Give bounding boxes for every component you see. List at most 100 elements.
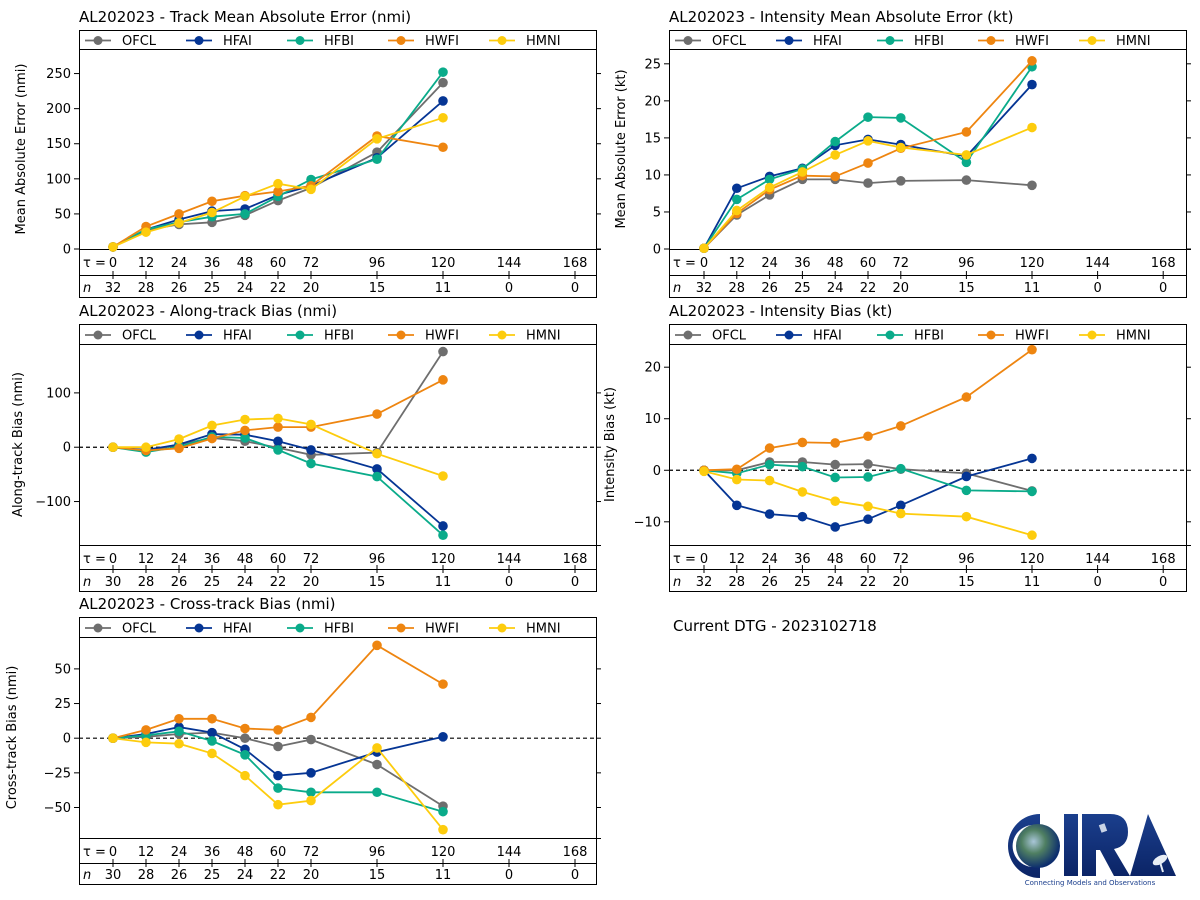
- series-hwfi: [108, 640, 448, 743]
- n-count-label: 24: [827, 281, 844, 296]
- tau-tick-label: 144: [1085, 552, 1110, 567]
- data-point: [764, 182, 775, 193]
- legend-marker: [497, 330, 507, 340]
- data-point: [240, 209, 250, 219]
- y-tick-label: 50: [54, 662, 71, 677]
- legend: OFCL HFAI HFBI HWFI HMNI: [85, 329, 561, 344]
- legend-label: OFCL: [122, 622, 157, 637]
- tau-tick-label: 12: [138, 552, 155, 567]
- n-count-label: 25: [204, 281, 221, 296]
- n-label: n: [83, 281, 91, 296]
- logo-letter-i: [1064, 814, 1078, 876]
- n-count-label: 22: [270, 281, 287, 296]
- tau-tick-label: 60: [270, 256, 287, 271]
- series-line: [112, 82, 444, 248]
- data-point: [732, 205, 742, 216]
- tau-tick-label: 36: [794, 552, 811, 567]
- data-point: [1027, 122, 1037, 133]
- data-point: [1027, 486, 1037, 497]
- data-point: [438, 732, 448, 742]
- legend-item-hfbi: HFBI: [287, 34, 354, 49]
- data-point: [306, 795, 316, 806]
- y-tick-label: 20: [644, 94, 661, 109]
- n-count-label: 0: [505, 281, 513, 296]
- n-count-label: 24: [237, 281, 254, 296]
- data-point: [830, 472, 840, 483]
- n-count-label: 32: [105, 281, 122, 296]
- tau-tick-label: 24: [171, 256, 188, 271]
- data-point: [174, 726, 184, 737]
- n-row: n 30 28 26 25 24 22 20 15 11 0 0: [83, 868, 579, 883]
- legend-item-hwfi: HWFI: [388, 34, 459, 49]
- y-tick-label: −50: [44, 801, 71, 816]
- data-point: [273, 413, 283, 424]
- n-count-label: 22: [860, 575, 877, 590]
- data-point: [438, 67, 448, 77]
- legend-item-hfbi: HFBI: [877, 34, 944, 49]
- n-count-label: 0: [1093, 575, 1101, 590]
- data-point: [207, 713, 217, 724]
- tau-tick-label: 120: [431, 845, 456, 860]
- legend-label: HFBI: [324, 622, 354, 637]
- y-axis: −10 0 10 20: [634, 361, 1191, 546]
- legend-marker: [986, 330, 996, 340]
- data-point: [174, 209, 184, 219]
- legend-label: HFBI: [324, 34, 354, 49]
- data-point: [961, 485, 972, 496]
- n-count-label: 0: [571, 575, 579, 590]
- n-count-label: 20: [893, 575, 910, 590]
- legend-item-hmni: HMNI: [1079, 34, 1151, 49]
- tau-tick-label: 168: [563, 256, 588, 271]
- n-count-label: 30: [105, 575, 122, 590]
- legend-marker: [93, 330, 103, 340]
- series-hfbi: [108, 67, 448, 252]
- tau-tick-label: 168: [563, 552, 588, 567]
- tau-tick-label: 0: [109, 845, 117, 860]
- data-point: [372, 134, 382, 144]
- n-count-label: 0: [1159, 575, 1167, 590]
- axes-frame: [79, 30, 597, 298]
- data-point: [830, 522, 840, 532]
- data-point: [240, 723, 250, 734]
- tau-tick-label: 72: [303, 256, 320, 271]
- y-tick-label: 10: [644, 168, 661, 183]
- data-point: [830, 150, 840, 160]
- legend-label: HFAI: [223, 329, 252, 344]
- legend-item-hmni: HMNI: [489, 34, 561, 49]
- data-point: [438, 375, 448, 385]
- y-tick-label: 200: [46, 102, 71, 117]
- y-tick-label: 10: [644, 412, 661, 427]
- data-point: [240, 433, 250, 443]
- tau-tick-label: 120: [431, 256, 456, 271]
- logo-letter-c: [1008, 814, 1060, 878]
- data-point: [896, 113, 906, 123]
- n-count-label: 22: [860, 281, 877, 296]
- data-point: [141, 227, 151, 237]
- legend-item-ofcl: OFCL: [85, 622, 157, 637]
- legend-marker: [497, 623, 507, 633]
- data-point: [207, 748, 217, 759]
- tau-tick-label: 0: [700, 552, 708, 567]
- data-point: [273, 186, 283, 197]
- data-point: [273, 436, 283, 447]
- legend-item-hwfi: HWFI: [978, 329, 1049, 344]
- data-point: [438, 96, 448, 106]
- tau-tick-label: 168: [563, 845, 588, 860]
- series-hmni: [699, 122, 1037, 254]
- n-count-label: 20: [303, 868, 320, 883]
- y-axis-label: Mean Absolute Error (nmi): [14, 64, 29, 235]
- data-point: [174, 713, 184, 724]
- series-line: [112, 644, 444, 740]
- tau-tick-label: 72: [303, 552, 320, 567]
- n-count-label: 26: [761, 575, 778, 590]
- legend-marker: [396, 623, 406, 633]
- data-point: [797, 461, 808, 472]
- data-point: [438, 77, 448, 88]
- legend-item-hwfi: HWFI: [388, 329, 459, 344]
- tau-tick-label: 120: [431, 552, 456, 567]
- legend-item-hmni: HMNI: [489, 329, 561, 344]
- legend-item-hmni: HMNI: [489, 622, 561, 637]
- data-point: [732, 500, 742, 511]
- y-tick-label: −10: [634, 515, 661, 530]
